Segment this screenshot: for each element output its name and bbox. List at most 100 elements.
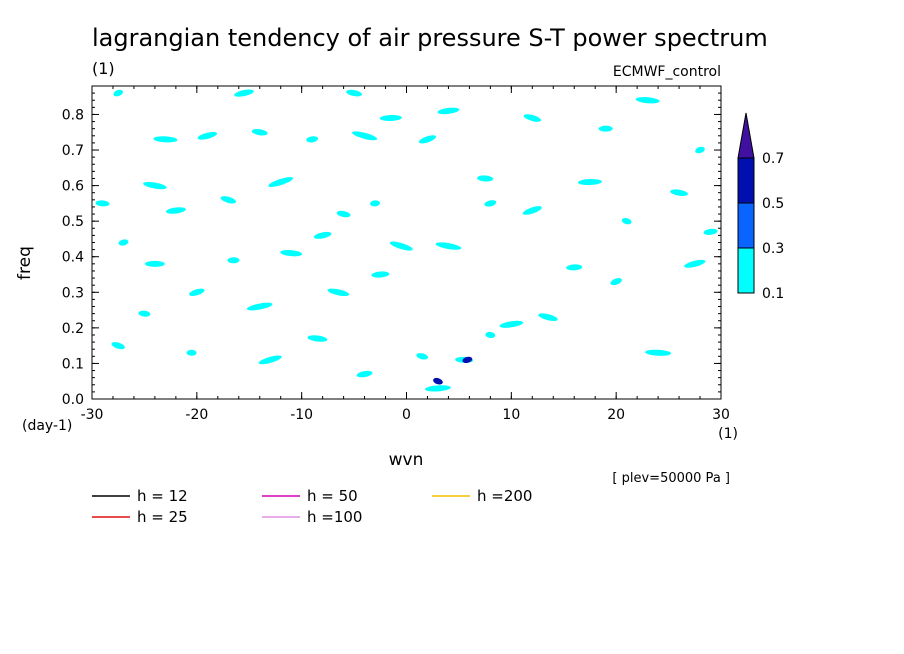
contour-patch xyxy=(306,136,319,143)
y-tick-label: 0.3 xyxy=(62,285,84,301)
contour-patch xyxy=(424,385,451,392)
colorbar-segment xyxy=(737,247,755,294)
plev-annotation: [ plev=50000 Pa ] xyxy=(612,471,730,486)
contour-patch xyxy=(144,260,165,267)
colorbar-segment xyxy=(737,202,755,249)
colorbar-label: 0.3 xyxy=(762,241,784,257)
contour-patch xyxy=(485,331,496,339)
x-tick-label: 10 xyxy=(502,407,520,423)
contour-patch xyxy=(379,114,402,122)
y-tick-label: 0.0 xyxy=(62,392,84,408)
contour-patch xyxy=(670,189,688,196)
contour-patch xyxy=(538,313,558,321)
contour-patch xyxy=(418,135,437,144)
colorbar: 0.1 0.3 0.5 0.7 xyxy=(737,112,784,302)
legend-label: h = 50 xyxy=(307,487,358,505)
legend-label: h =200 xyxy=(477,487,532,505)
contour-patch xyxy=(327,288,350,297)
colorbar-label: 0.1 xyxy=(762,286,784,302)
contour-patch xyxy=(189,288,205,296)
contour-patch xyxy=(703,228,718,235)
contour-patch xyxy=(610,278,622,286)
x-tick-label: -20 xyxy=(185,407,208,423)
y-axis-label: freq xyxy=(15,246,35,280)
x-tick-label: -30 xyxy=(81,407,104,423)
colorbar-label: 0.5 xyxy=(762,196,784,212)
x-axis: -30 -20 -10 0 10 20 30 xyxy=(81,86,730,423)
contour-patch-strong xyxy=(462,356,473,364)
x-tick-label: -10 xyxy=(290,407,313,423)
contour-patch xyxy=(313,231,332,239)
contour-patch xyxy=(113,89,124,97)
contour-patch xyxy=(635,97,660,104)
contour-patch xyxy=(695,146,705,154)
contour-patch xyxy=(138,310,151,317)
units-label: (1) xyxy=(92,59,115,78)
legend-label: h = 12 xyxy=(137,487,188,505)
colorbar-segment xyxy=(737,157,755,204)
legend-label: h =100 xyxy=(307,508,362,526)
contour-patch xyxy=(118,239,129,246)
contour-patch xyxy=(280,250,303,257)
contour-patch xyxy=(351,131,378,141)
contour-patch xyxy=(371,271,390,278)
contour-patch xyxy=(197,132,218,140)
contour-patch xyxy=(523,114,541,122)
legend-label: h = 25 xyxy=(137,508,188,526)
contour-patch xyxy=(153,136,178,143)
y-tick-label: 0.6 xyxy=(62,179,84,195)
contour-patch xyxy=(684,259,706,268)
y-tick-label: 0.7 xyxy=(62,143,84,159)
contour-patch xyxy=(258,355,282,365)
contour-patch xyxy=(251,129,268,136)
contour-patch xyxy=(336,210,351,218)
contour-patch xyxy=(435,242,462,250)
contour-patch xyxy=(370,200,381,207)
contour-patch xyxy=(95,200,110,207)
y-axis: 0.0 0.1 0.2 0.3 0.4 0.5 0.6 0.7 0.8 xyxy=(62,85,721,408)
x-tick-label: 0 xyxy=(402,407,411,423)
contour-patch xyxy=(477,175,494,182)
contour-patch xyxy=(499,320,524,328)
contour-patch xyxy=(437,107,460,115)
contour-patch xyxy=(416,353,429,360)
contour-patch xyxy=(577,179,602,186)
contour-patch xyxy=(234,89,254,97)
x-axis-label: wvn xyxy=(389,450,424,470)
y-axis-unit: (day-1) xyxy=(22,418,72,434)
contour-patch xyxy=(186,349,197,356)
contour-patch xyxy=(598,125,613,132)
contour-patches xyxy=(95,89,718,392)
contour-patch xyxy=(227,257,240,264)
contour-patch xyxy=(621,217,632,225)
contour-patch xyxy=(645,349,672,356)
y-tick-label: 0.4 xyxy=(62,250,84,266)
plot-frame xyxy=(91,85,722,400)
x-tick-label: 20 xyxy=(607,407,625,423)
contour-patch xyxy=(268,177,294,187)
contour-patch xyxy=(484,200,497,207)
contour-patch xyxy=(356,370,373,378)
source-label: ECMWF_control xyxy=(613,64,721,80)
x-tick-label: 30 xyxy=(712,407,730,423)
contour-patch xyxy=(165,207,186,214)
contour-patch xyxy=(346,89,362,97)
contour-patch xyxy=(111,342,125,350)
contour-patch xyxy=(522,206,542,215)
contour-patch xyxy=(143,181,167,190)
contour-patch xyxy=(246,302,273,311)
y-tick-label: 0.5 xyxy=(62,214,84,230)
contour-patch xyxy=(220,196,237,204)
contour-patch xyxy=(566,264,583,271)
y-tick-label: 0.1 xyxy=(62,356,84,372)
chart-title: lagrangian tendency of air pressure S-T … xyxy=(92,24,768,52)
contour-patch xyxy=(389,241,413,251)
legend: h = 12 h = 25 h = 50 h =100 h =200 xyxy=(92,487,532,526)
x-axis-unit: (1) xyxy=(718,426,738,442)
colorbar-label: 0.7 xyxy=(762,151,784,167)
colorbar-extension xyxy=(737,112,755,159)
y-tick-label: 0.2 xyxy=(62,321,84,337)
contour-patch-strong xyxy=(433,377,443,385)
contour-patch xyxy=(307,335,328,342)
